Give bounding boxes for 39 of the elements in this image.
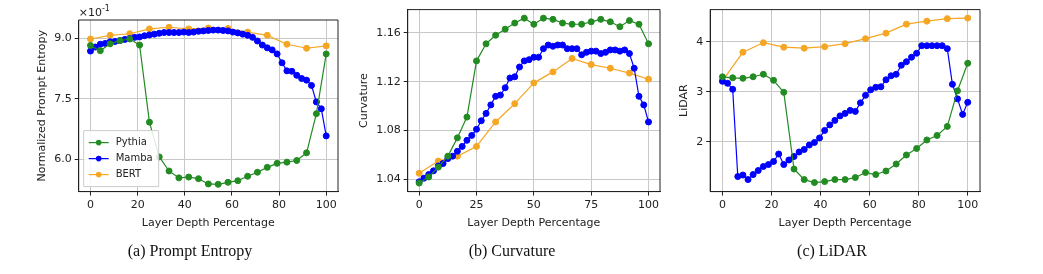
y-tick-label: 4 xyxy=(696,34,704,48)
x-tick-label: 0 xyxy=(86,198,94,212)
y-axis-title: LiDAR xyxy=(677,83,691,117)
x-tick-label: 80 xyxy=(911,198,926,212)
x-tick-label: 20 xyxy=(764,198,779,212)
x-tick-label: 50 xyxy=(526,198,541,212)
y-tick-label: 1.08 xyxy=(376,123,401,137)
y-tick-label: 9.0 xyxy=(54,31,72,45)
y-tick-label: 3 xyxy=(696,84,704,98)
x-axis-title: Layer Depth Percentage xyxy=(467,216,601,230)
y-tick-label: 2 xyxy=(696,134,704,148)
x-axis-title: Layer Depth Percentage xyxy=(141,216,276,230)
text: (a) Prompt Entropy xyxy=(126,242,254,260)
x-tick-label: 100 xyxy=(315,198,337,212)
legend-label: BERT xyxy=(115,168,143,180)
x-tick-label: 80 xyxy=(272,198,287,212)
y-tick-label: 1.04 xyxy=(376,172,401,186)
x-tick-label: 75 xyxy=(584,198,599,212)
x-tick-label: 20 xyxy=(130,198,145,212)
x-tick-label: 40 xyxy=(177,198,192,212)
x-tick-label: 100 xyxy=(957,198,979,212)
x-tick-label: 0 xyxy=(415,198,423,212)
legend-label: Pythia xyxy=(115,136,147,148)
y-tick-label: 7.5 xyxy=(54,91,72,105)
x-tick-label: 40 xyxy=(813,198,828,212)
y-tick-label: 1.16 xyxy=(376,25,401,39)
text: (c) LiDAR xyxy=(796,242,868,260)
text: (b) Curvature xyxy=(467,242,557,260)
y-axis-title: Normalized Prompt Entropy xyxy=(35,29,49,182)
x-tick-label: 25 xyxy=(469,198,484,212)
y-tick-label: 1.12 xyxy=(376,74,401,88)
x-tick-label: 0 xyxy=(718,198,726,212)
x-axis-title: Layer Depth Percentage xyxy=(778,216,912,230)
y-tick-label: 6.0 xyxy=(54,152,72,166)
y-axis-title: Curvature xyxy=(357,72,371,128)
legend-label: Mamba xyxy=(115,152,153,164)
x-tick-label: 60 xyxy=(862,198,877,212)
x-tick-label: 60 xyxy=(224,198,239,212)
x-tick-label: 100 xyxy=(638,198,660,212)
